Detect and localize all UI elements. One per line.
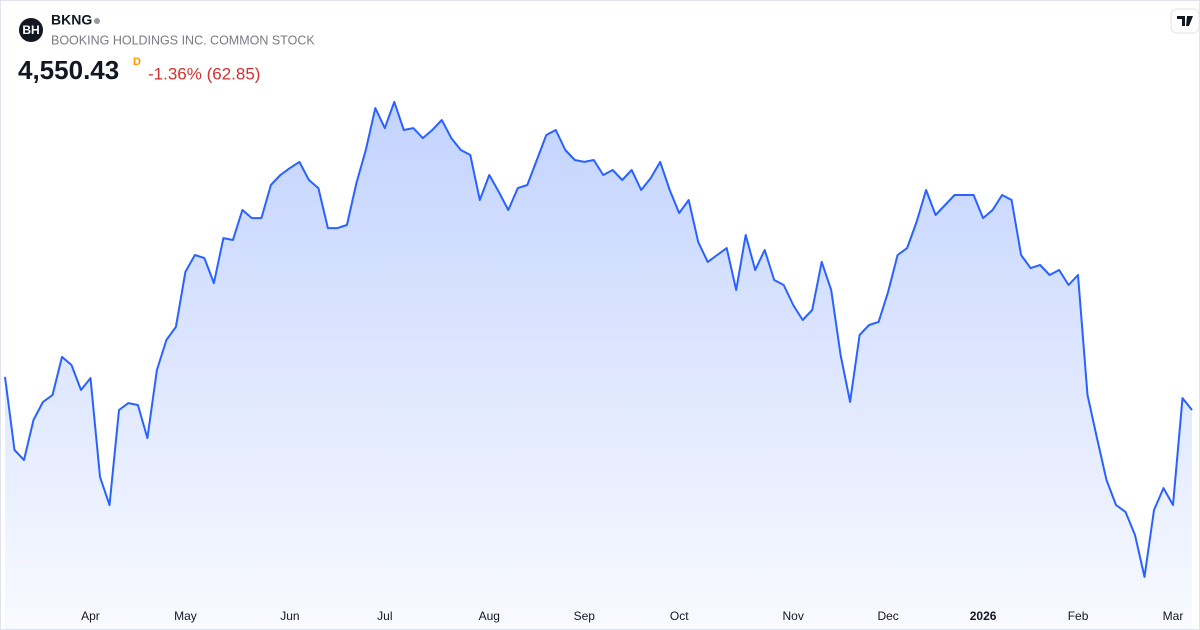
status-dot [94,18,100,24]
x-tick-label: Jun [280,609,299,623]
x-tick-label: Jul [377,609,392,623]
x-tick-label: Aug [479,609,500,623]
plot: Apr May Jun Jul Aug Sep Oct Nov Dec 2026 Feb Mar [4,100,1193,630]
change: -1.36% (62.85) [148,64,260,83]
x-tick-label: May [174,609,197,623]
x-tick-label: Mar [1163,609,1184,623]
logo-badge [19,18,43,42]
x-tick-label: Oct [670,609,689,623]
x-tick-label: Dec [877,609,898,623]
x-tick-label: Apr [81,609,100,623]
logo-text: BH [22,23,39,37]
symbol: BKNG [51,12,92,28]
x-tick-label: Feb [1068,609,1089,623]
x-tick-label: 2026 [970,609,997,623]
price-line [4,100,1193,578]
x-tick-label: Nov [782,609,803,623]
company-name: BOOKING HOLDINGS INC. COMMON STOCK [51,33,315,47]
brand-logo [1177,16,1193,26]
interval: D [133,56,141,68]
x-tick-label: Sep [574,609,596,623]
price: 4,550.43 [18,55,119,85]
area-fill [5,101,1192,630]
